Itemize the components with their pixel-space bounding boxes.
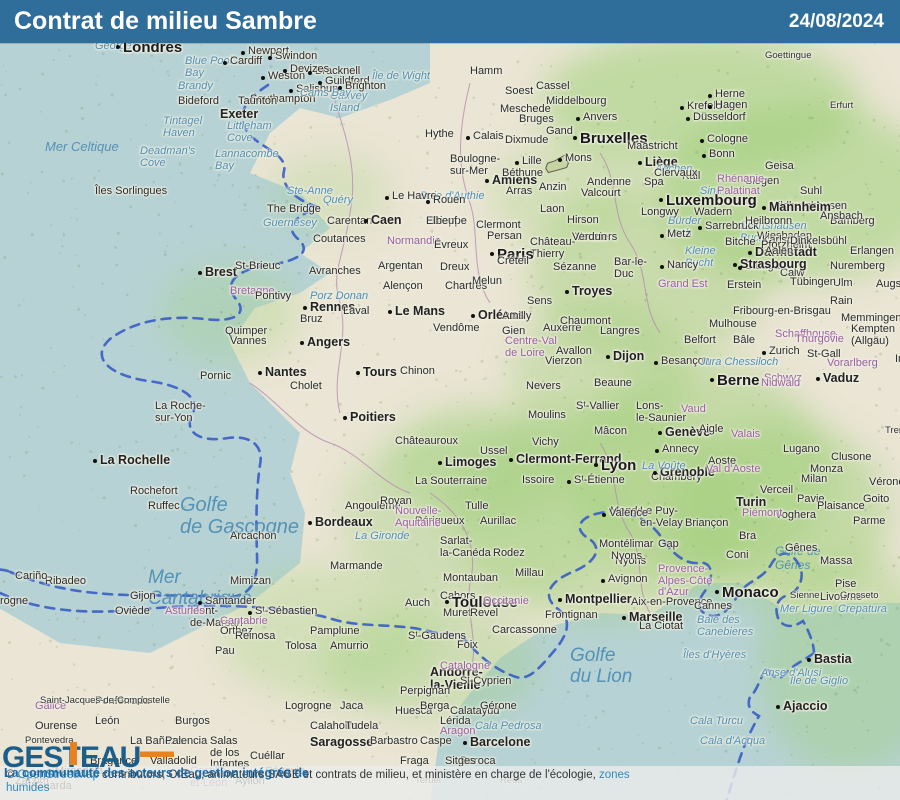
svg-text:Golfe: Golfe <box>180 494 228 516</box>
svg-text:Mer: Mer <box>148 567 181 588</box>
svg-text:Mer Celtique: Mer Celtique <box>45 139 119 154</box>
svg-text:du Lion: du Lion <box>570 666 632 687</box>
svg-text:Golfe: Golfe <box>570 645 615 666</box>
svg-text:Gênes: Gênes <box>775 558 810 572</box>
